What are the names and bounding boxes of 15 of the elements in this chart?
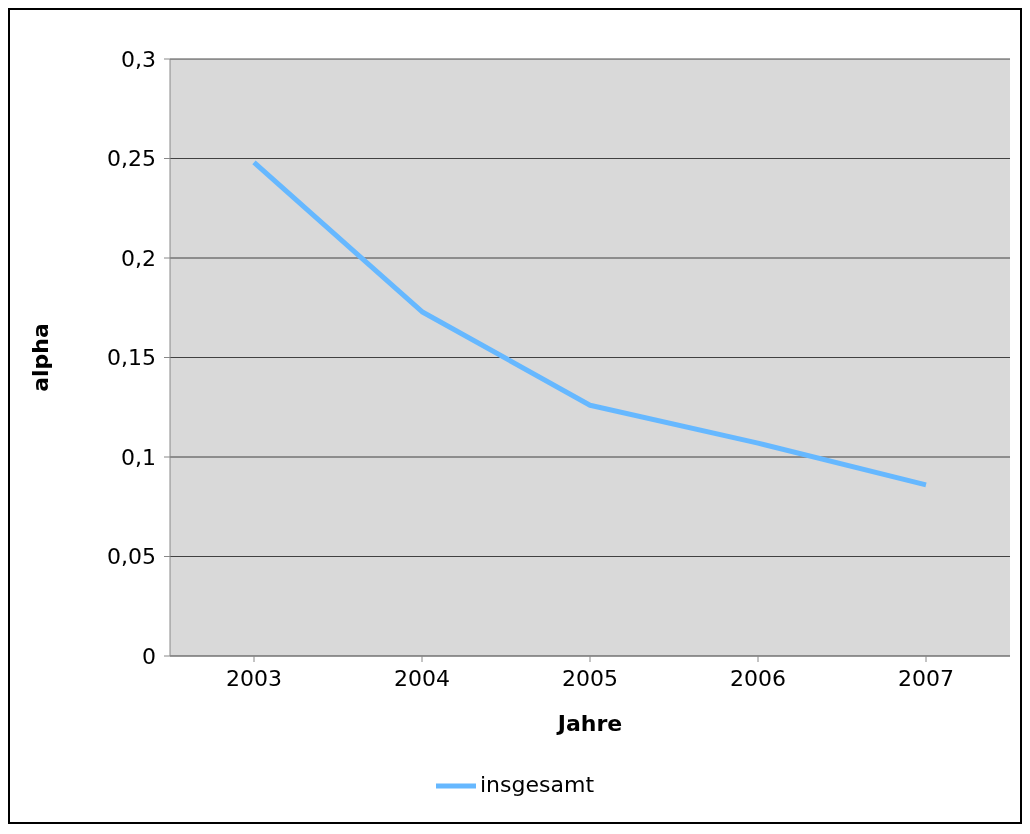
x-tick-label: 2003	[226, 665, 282, 691]
x-tick-label: 2005	[562, 665, 618, 691]
y-tick-label: 0,3	[121, 46, 156, 72]
x-tick-label: 2004	[394, 665, 450, 691]
y-tick-label: 0,15	[107, 345, 156, 371]
legend-label: insgesamt	[479, 772, 595, 797]
y-tick-label: 0,2	[121, 245, 156, 271]
x-axis-title: Jahre	[555, 711, 623, 736]
y-tick-label: 0,25	[107, 146, 156, 172]
x-tick-label: 2007	[898, 665, 954, 691]
y-tick-label: 0,1	[121, 444, 156, 470]
y-axis-title: alpha	[27, 323, 53, 392]
y-tick-label: 0,05	[107, 544, 156, 570]
x-tick-label: 2006	[730, 665, 786, 691]
y-tick-label: 0	[142, 643, 156, 669]
